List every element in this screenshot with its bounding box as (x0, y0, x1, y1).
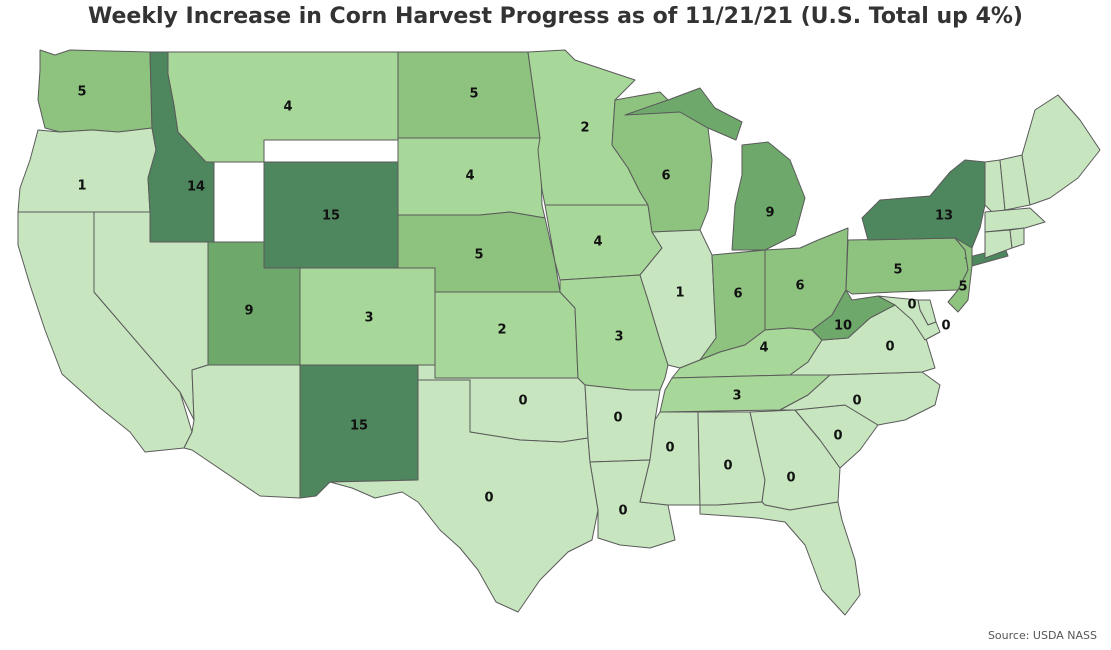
state-il (639, 229, 717, 369)
state-value-mi: 9 (765, 206, 774, 221)
state-shapes (17, 49, 1101, 616)
state-value-oh: 6 (795, 279, 804, 294)
state-value-wi: 6 (661, 169, 670, 184)
state-value-la: 0 (618, 504, 627, 519)
state-value-ia: 4 (593, 235, 602, 250)
state-value-wv: 10 (834, 319, 852, 334)
state-fl (699, 501, 861, 616)
state-value-nj: 5 (958, 280, 967, 295)
state-ri (1009, 227, 1025, 249)
state-wa (37, 49, 153, 133)
state-value-ut: 9 (244, 304, 253, 319)
state-value-ne: 5 (474, 248, 483, 263)
state-nj (947, 237, 973, 313)
state-value-sc: 0 (833, 429, 842, 444)
state-value-ok: 0 (518, 394, 527, 409)
state-value-labels: 5 1 14 4 15 9 3 15 5 4 5 2 0 0 2 4 3 0 0 6 1 9 6 6 4 3 0 0 0 0 0 0 10 5 13… (77, 85, 967, 519)
state-ma (984, 207, 1046, 233)
state-value-ny: 13 (935, 209, 953, 224)
state-value-in: 6 (733, 287, 742, 302)
state-value-de: 0 (907, 298, 916, 313)
state-value-id: 14 (187, 180, 205, 195)
state-value-pa: 5 (893, 263, 902, 278)
state-value-md: 0 (941, 319, 950, 334)
state-value-or: 1 (77, 179, 86, 194)
state-value-mn: 2 (580, 121, 589, 136)
state-value-ga: 0 (786, 471, 795, 486)
state-value-sd: 4 (465, 169, 474, 184)
state-md (877, 295, 941, 341)
state-value-va: 0 (885, 340, 894, 355)
state-mi (624, 87, 806, 251)
state-value-mo: 3 (614, 330, 623, 345)
state-value-wa: 5 (77, 85, 86, 100)
state-value-tx: 0 (484, 491, 493, 506)
state-ne (397, 211, 561, 293)
state-value-al: 0 (723, 459, 732, 474)
state-value-ks: 2 (497, 323, 506, 338)
map-title: Weekly Increase in Corn Harvest Progress… (88, 4, 1023, 29)
state-value-ar: 0 (613, 411, 622, 426)
state-az (183, 364, 301, 499)
state-value-nc: 0 (852, 394, 861, 409)
state-pa (845, 237, 969, 295)
state-value-tn: 3 (732, 389, 741, 404)
state-value-nm: 15 (350, 419, 368, 434)
state-value-ky: 4 (759, 341, 768, 356)
state-me (1021, 94, 1101, 206)
source-note: Source: USDA NASS (987, 629, 1097, 642)
state-value-co: 3 (364, 311, 373, 326)
state-tx (329, 379, 599, 613)
state-value-ms: 0 (665, 441, 674, 456)
state-value-nd: 5 (469, 87, 478, 102)
state-value-wy: 15 (322, 209, 340, 224)
state-or (17, 127, 157, 213)
state-value-il: 1 (675, 286, 684, 301)
state-value-mt: 4 (283, 100, 292, 115)
